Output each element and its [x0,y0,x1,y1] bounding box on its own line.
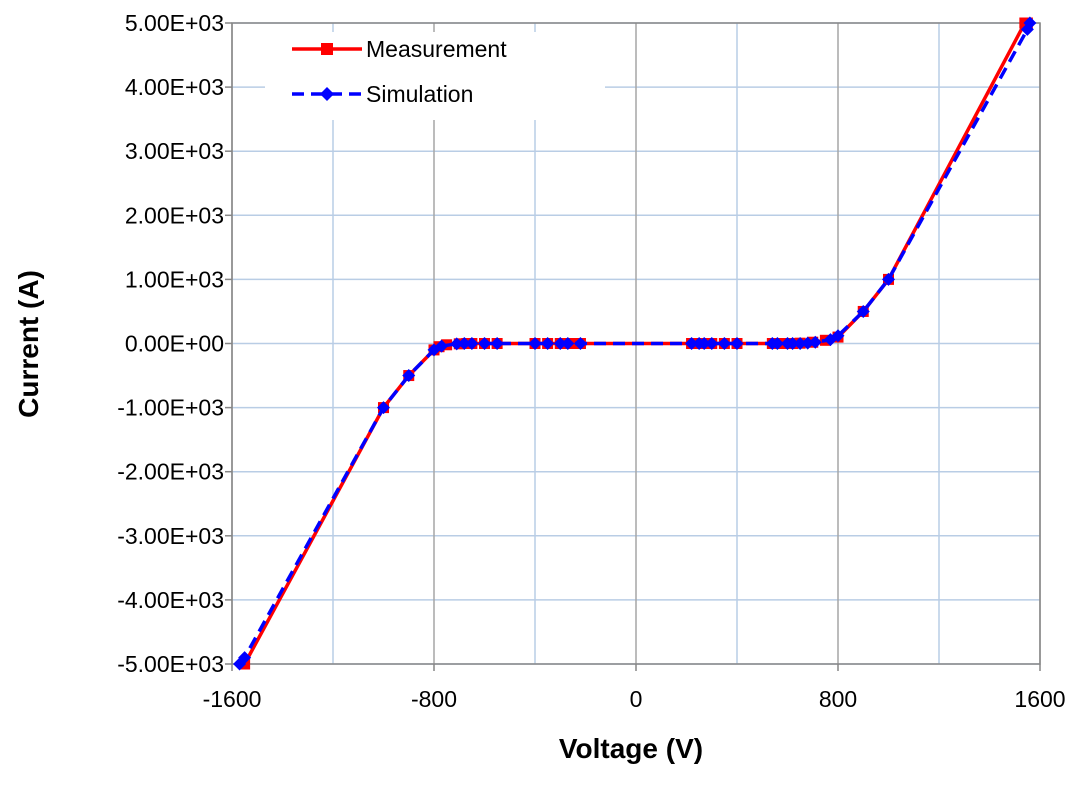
point-simulation-13 [553,337,567,350]
point-simulation-5 [435,339,449,353]
series-layer [233,16,1037,671]
point-simulation-27 [801,336,815,350]
tick-labels: -1600 -800 0 800 1600 5.00E+03 4.00E+03 3.00E+0… [117,10,1065,712]
point-simulation-11 [528,337,542,350]
point-simulation-34 [1023,16,1037,30]
point-simulation-12 [541,337,555,350]
x-tick-label-3: 800 [819,686,857,712]
legend-simulation-label: Simulation [366,81,473,107]
point-simulation-18 [697,337,711,350]
point-simulation-14 [561,337,575,350]
point-simulation-6 [450,337,464,351]
x-tick-label-1: -800 [411,686,457,712]
point-simulation-25 [786,337,800,350]
x-tick-label-2: 0 [630,686,643,712]
point-simulation-19 [705,337,719,350]
point-simulation-32 [882,272,895,286]
y-tick-label-10: -5.00E+03 [117,651,224,677]
point-simulation-16 [685,337,699,350]
point-simulation-21 [730,337,744,350]
y-tick-label-9: -4.00E+03 [117,587,224,613]
series-simulation [233,16,1037,671]
point-simulation-23 [770,337,784,350]
legend-simulation-marker [320,87,334,101]
point-simulation-31 [856,304,870,318]
point-simulation-2 [377,401,390,415]
y-tick-label-7: -2.00E+03 [117,459,224,485]
y-tick-label-2: 3.00E+03 [125,138,224,164]
y-tick-label-0: 5.00E+03 [125,10,224,36]
legend-measurement-label: Measurement [366,36,507,62]
x-tick-label-4: 1600 [1014,686,1065,712]
y-tick-label-5: 0.00E+00 [125,331,224,357]
point-simulation-9 [478,337,491,350]
y-tick-label-8: -3.00E+03 [117,523,224,549]
point-simulation-15 [573,337,587,350]
point-simulation-28 [808,335,822,349]
legend-measurement-marker [321,43,333,55]
x-tick-label-0: -1600 [203,686,262,712]
point-simulation-7 [457,337,471,350]
point-simulation-30 [831,329,845,343]
y-axis-title: Current (A) [13,270,44,418]
y-tick-label-6: -1.00E+03 [117,395,224,421]
point-simulation-3 [402,369,416,383]
point-simulation-26 [793,337,807,350]
point-simulation-8 [465,337,479,350]
y-tick-label-3: 2.00E+03 [125,202,224,228]
y-tick-label-1: 4.00E+03 [125,74,224,100]
point-simulation-20 [717,337,731,350]
legend: Measurement Simulation [265,32,605,120]
y-tick-label-4: 1.00E+03 [125,266,224,292]
point-simulation-10 [490,337,504,350]
x-axis-title: Voltage (V) [559,733,703,764]
point-simulation-1 [238,651,252,665]
